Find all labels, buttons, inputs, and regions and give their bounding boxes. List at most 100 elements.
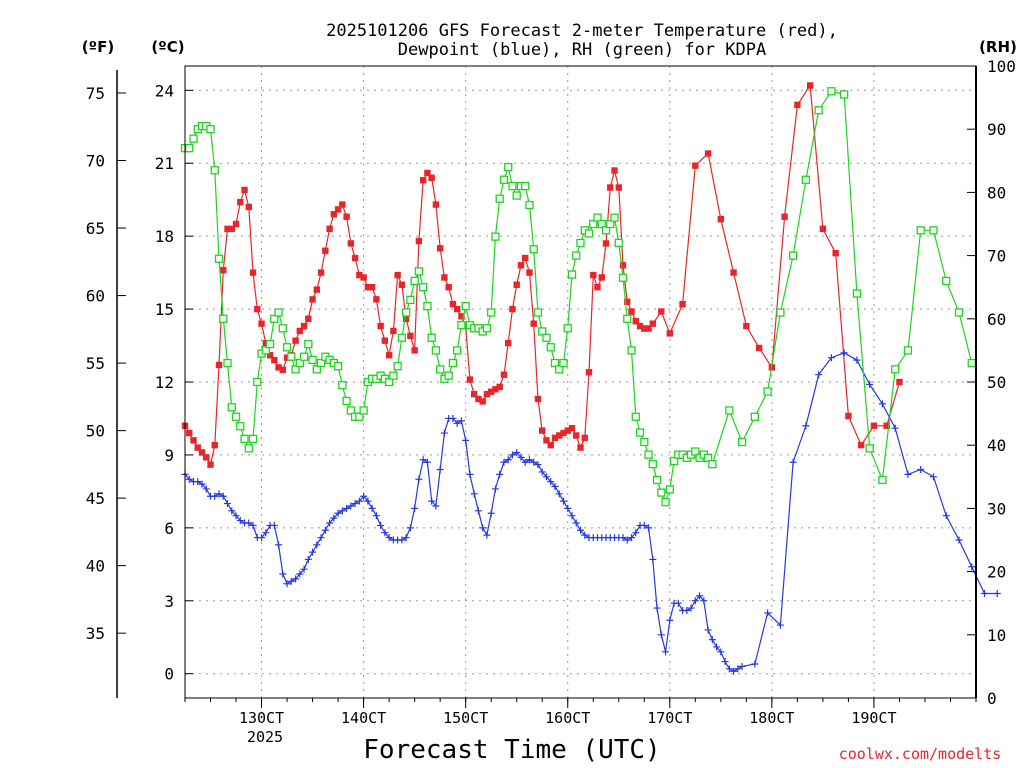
rh-point xyxy=(397,333,407,342)
temperature-point xyxy=(330,211,338,218)
rh-point xyxy=(419,283,428,292)
rh-tick-label: 10 xyxy=(987,626,1006,645)
temperature-point xyxy=(432,201,440,208)
temperature-point xyxy=(513,281,520,288)
rh-series xyxy=(180,87,976,507)
temperature-point xyxy=(539,427,546,434)
dewpoint-point xyxy=(453,419,461,427)
temperature-point xyxy=(611,167,618,174)
dewpoint-point xyxy=(194,478,202,486)
dewpoint-point xyxy=(708,636,716,644)
rh-point xyxy=(508,181,517,191)
temperature-point xyxy=(462,322,469,330)
chart-title-line2: Dewpoint (blue), RH (green) for KDPA xyxy=(398,40,766,60)
rh-point xyxy=(763,387,772,396)
rh-point xyxy=(261,346,270,355)
rh-point xyxy=(614,238,623,248)
dewpoint-point xyxy=(508,451,516,459)
temperature-point xyxy=(402,315,410,322)
temperature-point xyxy=(309,296,316,303)
rh-point xyxy=(312,365,321,374)
rh-point xyxy=(635,428,645,437)
dewpoint-point xyxy=(326,519,334,527)
x-axis-label: Forecast Time (UTC) xyxy=(363,735,660,765)
dewpoint-point xyxy=(751,660,759,668)
dewpoint-point xyxy=(321,526,329,534)
rh-point xyxy=(248,434,258,444)
dewpoint-point xyxy=(700,597,708,605)
temperature-point xyxy=(896,378,903,386)
temperature-point xyxy=(360,274,367,281)
dewpoint-point xyxy=(287,577,295,585)
temperature-point xyxy=(262,339,270,347)
dewpoint-point xyxy=(632,529,640,537)
rh-point xyxy=(567,270,577,279)
dewpoint-point xyxy=(878,400,886,408)
rh-point xyxy=(265,339,275,349)
rh-point xyxy=(253,377,262,387)
rh-tick-label: 90 xyxy=(987,120,1006,139)
temperature-point xyxy=(500,371,508,378)
dewpoint-point xyxy=(628,534,636,542)
temperature-point xyxy=(364,284,372,291)
temperature-point xyxy=(249,269,257,276)
rh-point xyxy=(903,346,913,355)
rh-point xyxy=(529,245,538,254)
temperature-point xyxy=(666,330,674,337)
temperature-point xyxy=(356,271,363,279)
temperature-point xyxy=(390,327,397,335)
temperature-point xyxy=(449,301,457,308)
temperature-point xyxy=(658,308,665,315)
rh-point xyxy=(299,352,309,361)
rh-point xyxy=(542,333,551,342)
dewpoint-point xyxy=(653,604,661,612)
temperature-point xyxy=(632,318,639,325)
temperature-point xyxy=(258,320,265,327)
temperature-point xyxy=(598,274,605,281)
dewpoint-point xyxy=(372,512,380,520)
temperature-point xyxy=(211,442,218,449)
temperature-point xyxy=(283,354,291,361)
rh-point xyxy=(521,181,530,191)
fahrenheit-tick-label: 40 xyxy=(86,557,105,576)
temperature-point xyxy=(556,432,563,439)
temperature-point xyxy=(819,225,827,233)
year-label: 2025 xyxy=(247,728,283,746)
fahrenheit-tick-label: 35 xyxy=(86,624,105,643)
temperature-point xyxy=(381,337,389,344)
temperature-point xyxy=(415,237,423,245)
celsius-tick-label: 6 xyxy=(164,519,174,538)
dewpoint-point xyxy=(343,504,351,512)
dewpoint-point xyxy=(185,475,193,483)
rh-point xyxy=(589,219,598,229)
temperature-point xyxy=(781,213,788,220)
rh-point xyxy=(929,226,938,235)
rh-point xyxy=(891,365,900,374)
dewpoint-point xyxy=(827,354,835,362)
dewpoint-point xyxy=(360,492,368,500)
rh-tick-label: 80 xyxy=(987,183,1006,202)
temperature-point xyxy=(313,286,321,293)
rh-point xyxy=(287,352,296,361)
rh-point xyxy=(512,191,521,200)
celsius-tick-label: 24 xyxy=(155,81,174,100)
temperature-point xyxy=(581,434,588,442)
rh-point xyxy=(657,488,666,497)
temperature-point xyxy=(487,388,495,395)
rh-point xyxy=(231,412,241,421)
dewpoint-point xyxy=(347,502,355,510)
temperature-point xyxy=(220,266,227,274)
rh-point xyxy=(878,475,887,485)
rh-point xyxy=(572,251,581,260)
dewpoint-point xyxy=(385,534,393,542)
dewpoint-point xyxy=(577,526,584,534)
dewpoint-point xyxy=(530,458,538,466)
temperature-point xyxy=(492,386,499,393)
temperature-point xyxy=(619,262,627,269)
temperature-point xyxy=(296,327,304,335)
dewpoint-point xyxy=(377,521,385,529)
temperature-point xyxy=(641,325,648,332)
rh-point xyxy=(342,396,351,406)
rh-point xyxy=(444,371,453,380)
